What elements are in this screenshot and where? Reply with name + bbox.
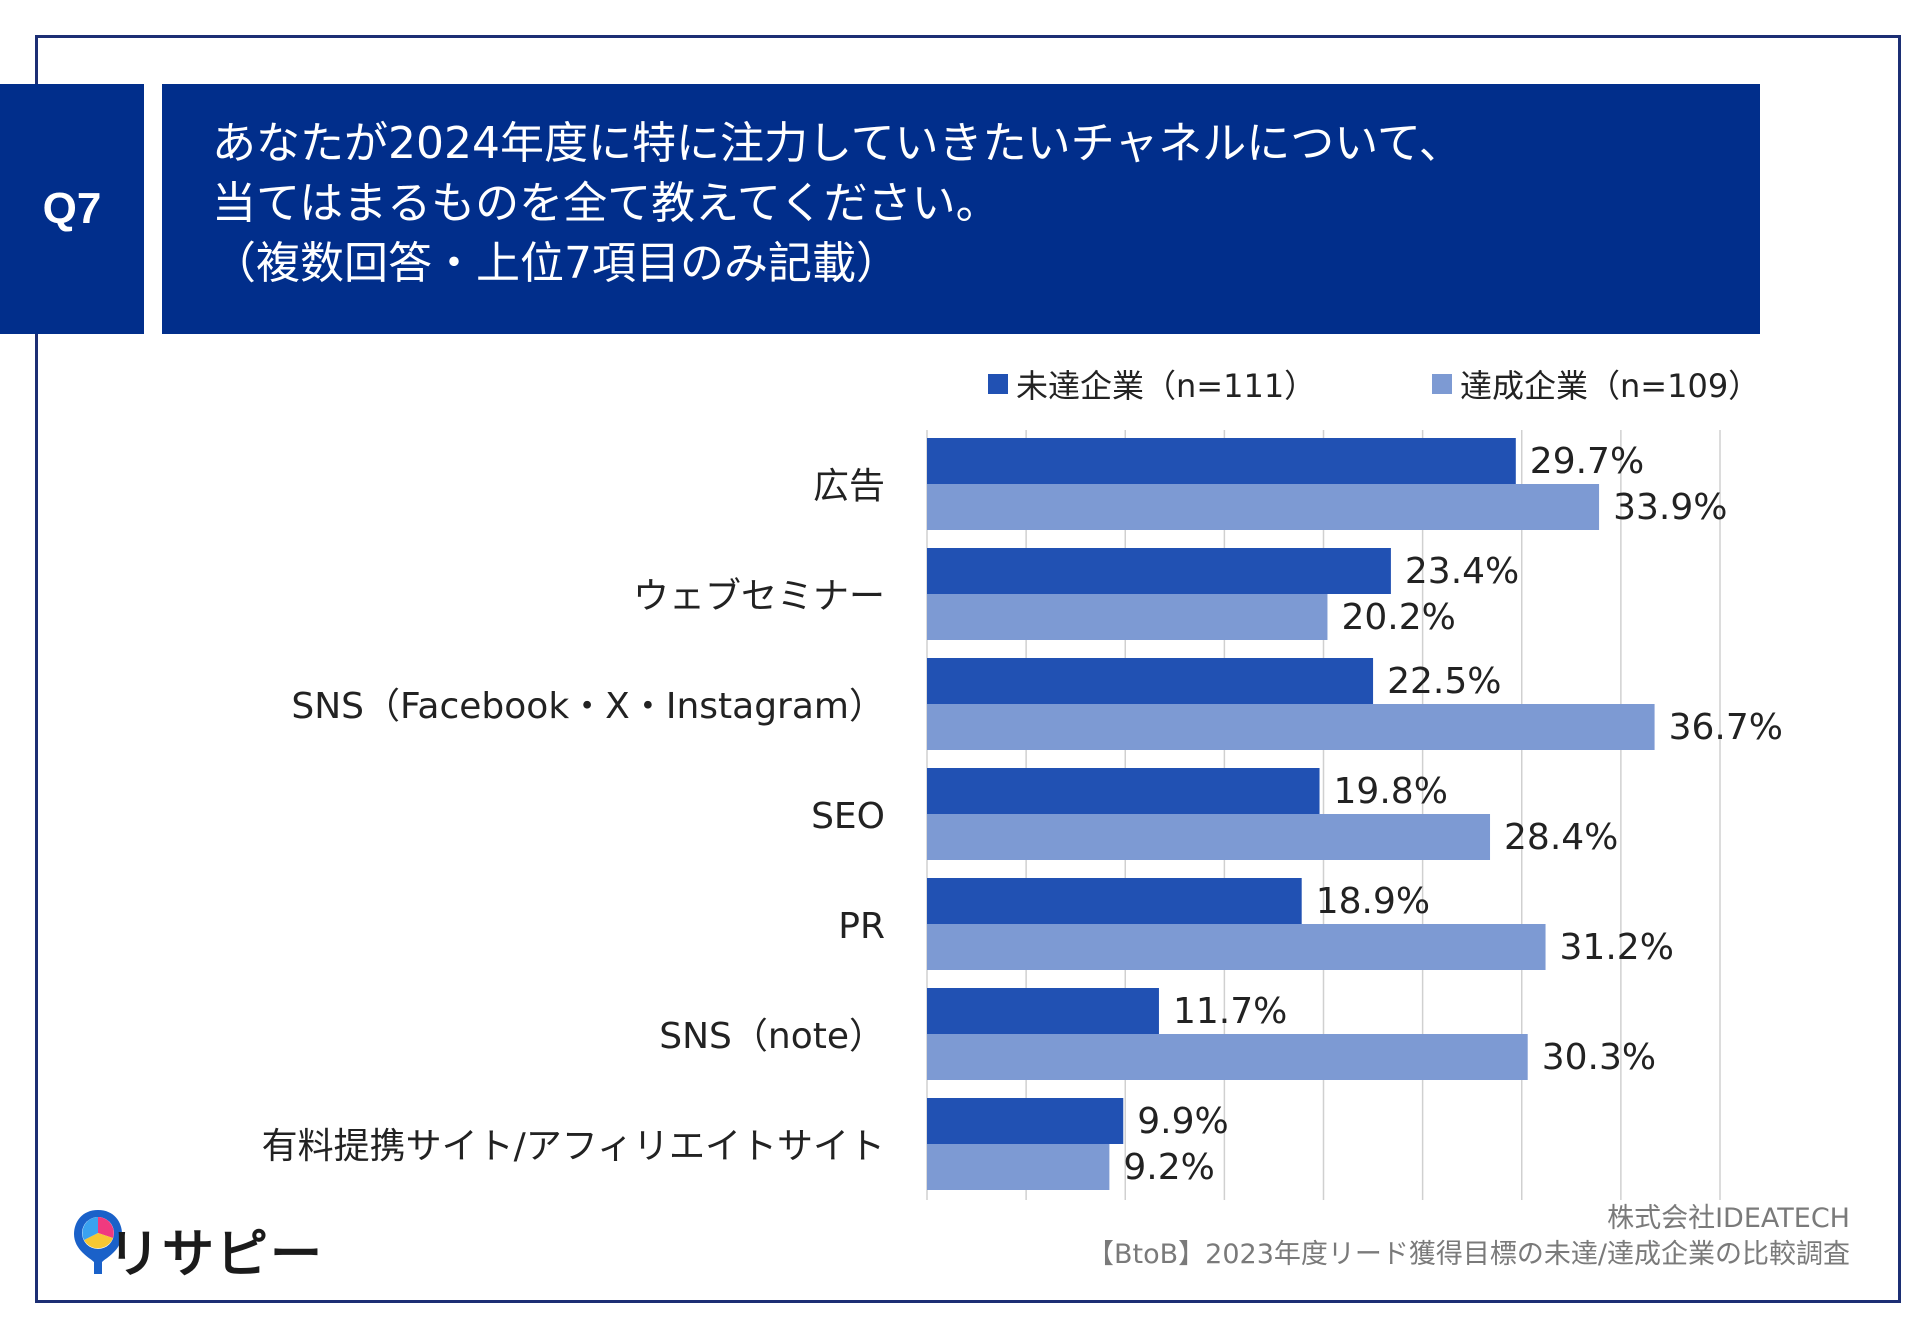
map-pin-logo-icon — [74, 1210, 122, 1274]
data-label-achieved: 36.7% — [1669, 707, 1783, 748]
survey-title: 【BtoB】2023年度リード獲得目標の未達/達成企業の比較調査 — [1087, 1239, 1850, 1270]
bar-unachieved — [927, 1098, 1124, 1144]
data-label-achieved: 20.2% — [1341, 597, 1455, 638]
legend-label-unachieved: 未達企業（n=111） — [1016, 367, 1317, 405]
data-label-achieved: 28.4% — [1504, 817, 1618, 858]
category-label: PR — [838, 906, 885, 947]
question-line-1: あなたが2024年度に特に注力していきたいチャネルについて、 — [212, 118, 1463, 169]
bar-achieved — [927, 484, 1600, 530]
bar-achieved — [927, 924, 1546, 970]
data-label-achieved: 9.2% — [1123, 1147, 1214, 1188]
category-label: SNS（note） — [659, 1016, 885, 1057]
logo-wordmark: リサピー — [108, 1225, 325, 1285]
question-header: あなたが2024年度に特に注力していきたいチャネルについて、 当てはまるものを全… — [162, 84, 1760, 334]
question-line-3: （複数回答・上位7項目のみ記載） — [212, 238, 900, 289]
data-label-achieved: 33.9% — [1613, 487, 1727, 528]
data-label-unachieved: 23.4% — [1405, 551, 1519, 592]
data-label-unachieved: 18.9% — [1316, 881, 1430, 922]
legend-item-achieved: 達成企業（n=109） — [1432, 362, 1760, 406]
data-label-unachieved: 19.8% — [1334, 771, 1448, 812]
legend-swatch-achieved — [1432, 374, 1452, 394]
bar-achieved — [927, 1034, 1528, 1080]
bar-unachieved — [927, 658, 1374, 704]
bar-achieved — [927, 1144, 1110, 1190]
bar-achieved — [927, 704, 1655, 750]
bar-unachieved — [927, 548, 1391, 594]
bar-unachieved — [927, 988, 1159, 1034]
category-label: SNS（Facebook・X・Instagram） — [291, 686, 885, 727]
category-label: 有料提携サイト/アフィリエイトサイト — [262, 1126, 885, 1167]
bar-achieved — [927, 814, 1491, 860]
data-label-unachieved: 9.9% — [1137, 1101, 1228, 1142]
bar-achieved — [927, 594, 1328, 640]
data-label-unachieved: 29.7% — [1530, 441, 1644, 482]
legend-label-achieved: 達成企業（n=109） — [1460, 367, 1761, 405]
company-credit: 株式会社IDEATECH — [1607, 1203, 1850, 1234]
question-line-2: 当てはまるものを全て教えてください。 — [212, 178, 1000, 229]
category-label: 広告 — [813, 466, 885, 507]
bar-unachieved — [927, 768, 1320, 814]
legend-item-unachieved: 未達企業（n=111） — [988, 362, 1316, 406]
category-label: SEO — [811, 796, 885, 837]
data-label-unachieved: 11.7% — [1173, 991, 1287, 1032]
data-label-achieved: 30.3% — [1542, 1037, 1656, 1078]
question-badge: Q7 — [0, 84, 144, 334]
legend-swatch-unachieved — [988, 374, 1008, 394]
category-label: ウェブセミナー — [633, 576, 885, 617]
data-label-unachieved: 22.5% — [1387, 661, 1501, 702]
bar-unachieved — [927, 878, 1302, 924]
data-label-achieved: 31.2% — [1560, 927, 1674, 968]
bar-unachieved — [927, 438, 1516, 484]
